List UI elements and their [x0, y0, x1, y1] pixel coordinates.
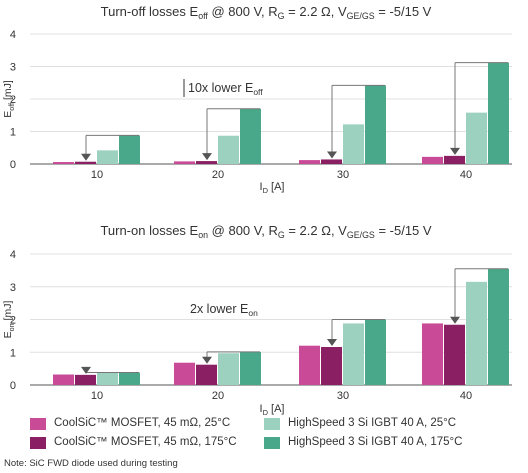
chart1-xtick-label: 20: [212, 169, 224, 181]
chart1-bar: [119, 135, 140, 164]
chart1-bracket-arrow: [202, 153, 212, 161]
chart2-bracket-arrow: [450, 316, 460, 324]
chart2-xtick-label: 20: [212, 390, 224, 402]
chart1-bar: [174, 161, 195, 164]
chart1-bar: [365, 85, 386, 164]
chart2-xtick-label: 10: [91, 390, 103, 402]
chart1-bar: [343, 124, 364, 164]
legend-label-3: CoolSiC™ MOSFET, 45 mΩ, 175°C: [54, 436, 237, 448]
chart1-bar: [196, 161, 217, 164]
chart1-xtick-label: 40: [460, 169, 472, 181]
chart1-bar: [218, 135, 239, 164]
chart1-bar: [75, 161, 96, 164]
chart2-bar: [299, 345, 320, 385]
chart1-bracket-arrow: [81, 153, 91, 161]
chart1-bracket-arrow: [450, 147, 460, 155]
chart1-ytick-label: 3: [10, 62, 16, 74]
chart2-bar: [466, 281, 487, 385]
chart2-bracket-arrow: [327, 339, 337, 347]
chart1-bar: [53, 162, 74, 164]
chart2-bar: [174, 362, 195, 385]
chart2-ytick-label: 2: [10, 315, 16, 327]
legend-label-4: HighSpeed 3 Si IGBT 40 A, 175°C: [288, 436, 463, 448]
chart2-title: Turn-on losses Eon @ 800 V, RG = 2.2 Ω, …: [100, 223, 431, 240]
chart2-bar: [321, 347, 342, 385]
chart2-ytick-label: 1: [10, 347, 16, 359]
chart2-xtick-label: 40: [460, 390, 472, 402]
chart2-bar: [53, 374, 74, 385]
chart2-ytick-label: 4: [10, 249, 16, 261]
chart2-bracket-arrow: [81, 366, 91, 374]
chart2-bar: [240, 351, 261, 385]
chart2-bar: [119, 372, 140, 385]
chart1-bracket-arrow: [327, 151, 337, 159]
chart2-bar: [343, 323, 364, 385]
chart1-ytick-label: 1: [10, 127, 16, 139]
chart1-bar: [97, 150, 118, 164]
chart1-ytick-label: 0: [10, 159, 16, 171]
chart2-annotation: 2x lower Eon: [190, 302, 258, 318]
legend-swatch-1: [30, 418, 46, 430]
chart1-bar: [466, 112, 487, 164]
chart2-bar: [97, 372, 118, 385]
footnote: Note: SiC FWD diode used during testing: [4, 458, 178, 469]
chart2-bar: [422, 323, 443, 385]
chart2-bar: [444, 324, 465, 385]
chart1-xlabel: ID [A]: [260, 181, 285, 195]
legend-label-1: CoolSiC™ MOSFET, 45 mΩ, 25°C: [54, 417, 231, 429]
chart2-bar: [218, 353, 239, 385]
legend-label-2: HighSpeed 3 Si IGBT 40 A, 25°C: [288, 417, 457, 429]
chart1-xtick-label: 30: [337, 169, 349, 181]
chart2-ytick-label: 0: [10, 380, 16, 392]
chart2-bar: [196, 364, 217, 385]
chart2-xlabel: ID [A]: [260, 403, 285, 417]
chart2-ylabel: Eon [mJ]: [2, 301, 16, 339]
chart1-bar: [488, 62, 509, 164]
chart2-bar: [488, 268, 509, 385]
legend-swatch-4: [264, 437, 280, 449]
chart1-title: Turn-off losses Eoff @ 800 V, RG = 2.2 Ω…: [101, 4, 432, 21]
chart2-bracket-arrow: [202, 356, 212, 364]
legend-swatch-3: [30, 437, 46, 449]
chart1-bar: [444, 155, 465, 164]
chart1-ylabel: Eoff [mJ]: [2, 80, 16, 118]
chart1-bar: [422, 156, 443, 164]
chart1-bar: [240, 108, 261, 164]
chart1-annotation: 10x lower Eoff: [188, 81, 263, 97]
chart2-bar: [75, 374, 96, 385]
legend-swatch-2: [264, 418, 280, 430]
chart1-bar: [299, 160, 320, 164]
chart2-bar: [365, 319, 386, 385]
chart2-xtick-label: 30: [337, 390, 349, 402]
chart1-ytick-label: 4: [10, 29, 16, 41]
chart1-bar: [321, 159, 342, 164]
chart2-ytick-label: 3: [10, 282, 16, 294]
chart1-ytick-label: 2: [10, 94, 16, 106]
chart1-xtick-label: 10: [91, 169, 103, 181]
